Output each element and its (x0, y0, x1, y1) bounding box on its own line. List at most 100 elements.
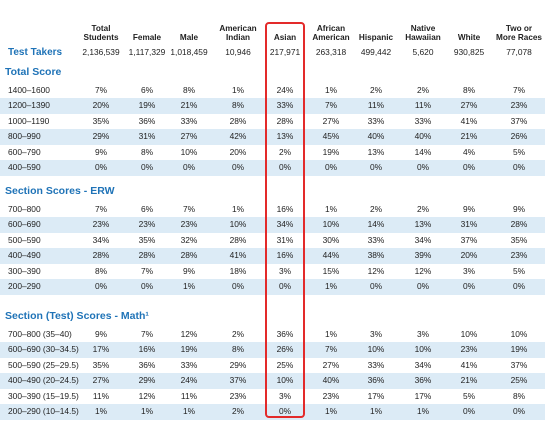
cell: 0% (231, 162, 245, 172)
cell: 6% (140, 84, 154, 95)
section-title: Section (Test) Scores - Math¹ (5, 310, 149, 322)
cell: 13% (367, 146, 385, 157)
cell: 28% (138, 250, 156, 260)
cell: 0% (462, 406, 476, 416)
cell: 28% (276, 115, 294, 126)
cell: 35% (138, 234, 156, 245)
row-label: 300–390 (15–19.5) (8, 390, 79, 401)
column-header: Two or More Races (496, 24, 542, 42)
cell: 35% (92, 115, 110, 126)
cell: 37% (229, 375, 247, 385)
cell: 31% (138, 131, 156, 141)
cell: 1% (416, 406, 430, 416)
row-shading (0, 373, 545, 389)
cell: 0% (369, 162, 383, 172)
cell: 30% (322, 234, 340, 245)
row-label: 400–490 (8, 250, 41, 260)
cell: 11% (414, 100, 432, 110)
cell: 0% (140, 162, 154, 172)
cell: 7% (94, 203, 108, 214)
cell: 33% (367, 115, 385, 126)
cell: 13% (276, 131, 294, 141)
column-header: Female (132, 33, 162, 42)
row-label: 600–690 (8, 219, 41, 229)
cell: 17% (92, 344, 110, 354)
cell: 28% (229, 234, 247, 245)
row-label: 300–390 (8, 265, 41, 276)
cell: 23% (138, 219, 156, 229)
cell: 6% (140, 203, 154, 214)
cell: 1% (140, 406, 154, 416)
cell: 1% (324, 328, 338, 339)
cell: 7% (182, 203, 196, 214)
cell: 9% (94, 146, 108, 157)
column-header: Native Hawaiian (405, 24, 441, 42)
cell: 40% (367, 131, 385, 141)
cell: 37% (460, 234, 478, 245)
cell: 0% (324, 162, 338, 172)
cell: 930,825 (453, 46, 485, 57)
cell: 19% (180, 344, 198, 354)
cell: 13% (414, 219, 432, 229)
cell: 33% (276, 100, 294, 110)
cell: 0% (416, 281, 430, 291)
cell: 23% (460, 344, 478, 354)
cell: 40% (414, 131, 432, 141)
cell: 2% (231, 406, 245, 416)
cell: 0% (94, 162, 108, 172)
cell: 10% (510, 328, 528, 339)
cell: 28% (180, 250, 198, 260)
cell: 11% (180, 390, 198, 401)
cell: 45% (322, 131, 340, 141)
row-label: 200–290 (8, 281, 41, 291)
cell: 36% (276, 328, 294, 339)
cell: 1,117,329 (128, 46, 166, 57)
cell: 1% (324, 203, 338, 214)
cell: 0% (278, 281, 292, 291)
cell: 12% (414, 265, 432, 276)
cell: 16% (138, 344, 156, 354)
cell: 17% (414, 390, 432, 401)
row-label: 400–490 (20–24.5) (8, 375, 79, 385)
cell: 36% (138, 115, 156, 126)
cell: 9% (462, 203, 476, 214)
cell: 19% (322, 146, 340, 157)
section-title: Section Scores - ERW (5, 185, 115, 197)
cell: 0% (512, 406, 526, 416)
cell: 38% (367, 250, 385, 260)
cell: 31% (276, 234, 294, 245)
cell: 9% (182, 265, 196, 276)
column-header: Hispanic (358, 33, 394, 42)
cell: 7% (512, 84, 526, 95)
cell: 3% (278, 265, 292, 276)
cell: 17% (367, 390, 385, 401)
cell: 1% (182, 281, 196, 291)
cell: 2% (416, 84, 430, 95)
cell: 40% (322, 375, 340, 385)
row-label: 700–800 (8, 203, 41, 214)
cell: 0% (416, 162, 430, 172)
cell: 16% (276, 250, 294, 260)
cell: 7% (140, 328, 154, 339)
row-label: 1400–1600 (8, 84, 50, 95)
column-header: Total Students (83, 24, 119, 42)
cell: 34% (414, 234, 432, 245)
cell: 10% (322, 219, 340, 229)
cell: 3% (416, 328, 430, 339)
row-label: 800–990 (8, 131, 41, 141)
cell: 26% (276, 344, 294, 354)
row-shading (0, 98, 545, 114)
cell: 7% (324, 344, 338, 354)
cell: 8% (462, 84, 476, 95)
cell: 33% (367, 234, 385, 245)
cell: 0% (182, 162, 196, 172)
cell: 20% (460, 250, 478, 260)
cell: 8% (231, 100, 245, 110)
cell: 7% (140, 265, 154, 276)
cell: 0% (94, 281, 108, 291)
cell: 33% (414, 115, 432, 126)
cell: 499,442 (360, 46, 392, 57)
cell: 0% (512, 281, 526, 291)
cell: 37% (510, 359, 528, 370)
row-label: 500–590 (25–29.5) (8, 359, 79, 370)
